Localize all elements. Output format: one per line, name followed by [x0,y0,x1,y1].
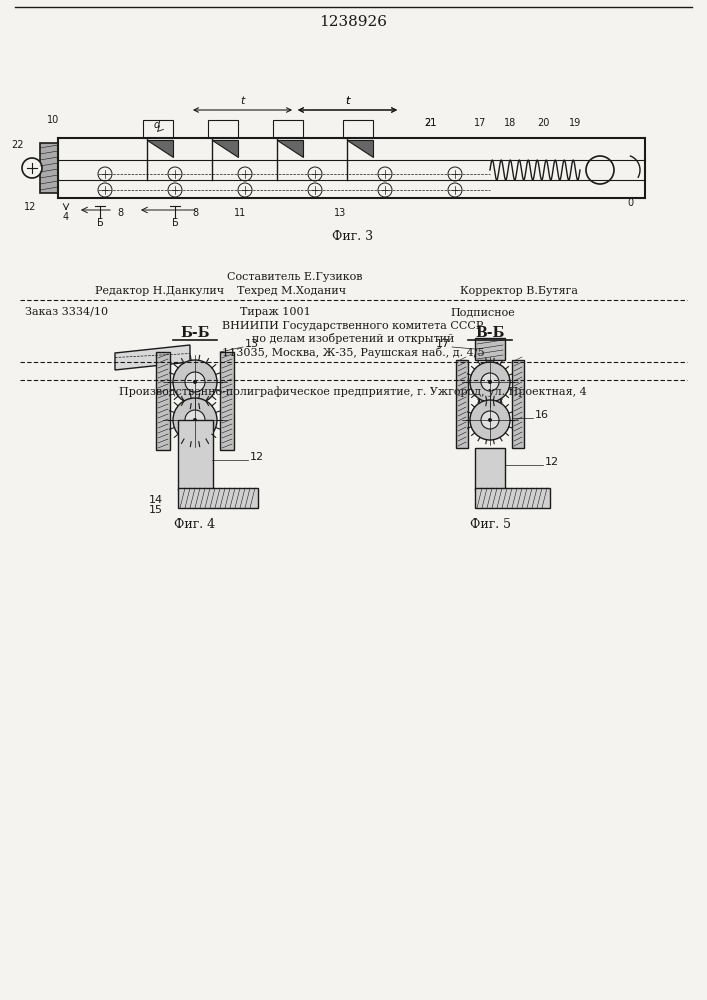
Text: В-Б: В-Б [475,326,505,340]
Text: Производственно-полиграфическое предприятие, г. Ужгород, ул. Проектная, 4: Производственно-полиграфическое предприя… [119,387,587,397]
Text: 13: 13 [334,208,346,218]
Bar [512,360,524,448]
Polygon shape [147,140,173,157]
Text: 1238926: 1238926 [319,15,387,29]
Bar [475,488,550,508]
Text: 15: 15 [149,505,163,515]
Text: по делам изобретений и открытий: по делам изобретений и открытий [252,334,454,344]
Text: Б: Б [97,218,103,228]
Text: 0: 0 [627,198,633,208]
Text: 17: 17 [436,339,450,349]
Text: Фиг. 4: Фиг. 4 [175,518,216,531]
Bar [273,120,303,138]
Circle shape [193,380,197,384]
Text: 113035, Москва, Ж-35, Раушская наб., д. 4/5: 113035, Москва, Ж-35, Раушская наб., д. … [222,347,484,358]
Bar [143,120,173,138]
Text: 17: 17 [474,118,486,128]
Circle shape [488,418,492,422]
Text: Б: Б [172,218,178,228]
Bar [220,352,234,450]
Text: Техред М.Ходанич: Техред М.Ходанич [237,286,346,296]
Text: d: d [154,120,160,130]
Text: Фиг. 5: Фиг. 5 [469,518,510,531]
Text: Редактор Н.Данкулич: Редактор Н.Данкулич [95,286,224,296]
Text: t: t [345,96,349,106]
Circle shape [173,360,217,404]
Circle shape [470,362,510,402]
Text: 20: 20 [537,118,549,128]
Text: 8: 8 [192,208,198,218]
Text: 19: 19 [569,118,581,128]
Text: Тираж 1001: Тираж 1001 [240,307,311,317]
Polygon shape [212,140,238,157]
Text: 18: 18 [504,118,516,128]
Text: 4: 4 [63,212,69,222]
Text: t: t [240,96,245,106]
Text: 21: 21 [423,118,436,128]
Bar [156,352,170,450]
Circle shape [173,398,217,442]
Circle shape [488,380,492,384]
Text: 12: 12 [250,452,264,462]
Polygon shape [277,140,303,157]
Bar [475,448,505,490]
Bar [178,420,213,490]
Circle shape [481,411,499,429]
Text: Корректор В.Бутяга: Корректор В.Бутяга [460,286,578,296]
Text: 12: 12 [545,457,559,467]
Text: 21: 21 [423,118,436,128]
Bar [343,120,373,138]
Text: 22: 22 [12,140,24,150]
Bar [178,488,258,508]
Bar [40,143,58,193]
Circle shape [193,418,197,422]
Text: Составитель Е.Гузиков: Составитель Е.Гузиков [227,272,363,282]
Text: 10: 10 [47,115,59,125]
Text: 13: 13 [245,339,259,349]
Text: t: t [345,96,350,106]
Circle shape [185,410,205,430]
Text: Подписное: Подписное [450,307,515,317]
Circle shape [481,373,499,391]
Bar [456,360,468,448]
Text: 8: 8 [117,208,123,218]
Text: Фиг. 3: Фиг. 3 [332,230,373,243]
Text: Б-Б: Б-Б [180,326,210,340]
Text: 11: 11 [234,208,246,218]
Polygon shape [115,345,190,370]
Text: 14: 14 [149,495,163,505]
Circle shape [185,372,205,392]
Polygon shape [347,140,373,157]
Text: 16: 16 [535,410,549,420]
Bar [208,120,238,138]
Bar [475,338,505,360]
Text: 12: 12 [24,202,36,212]
Text: ВНИИПИ Государственного комитета СССР: ВНИИПИ Государственного комитета СССР [222,321,484,331]
Text: Заказ 3334/10: Заказ 3334/10 [25,307,108,317]
Circle shape [470,400,510,440]
Circle shape [22,158,42,178]
Circle shape [586,156,614,184]
